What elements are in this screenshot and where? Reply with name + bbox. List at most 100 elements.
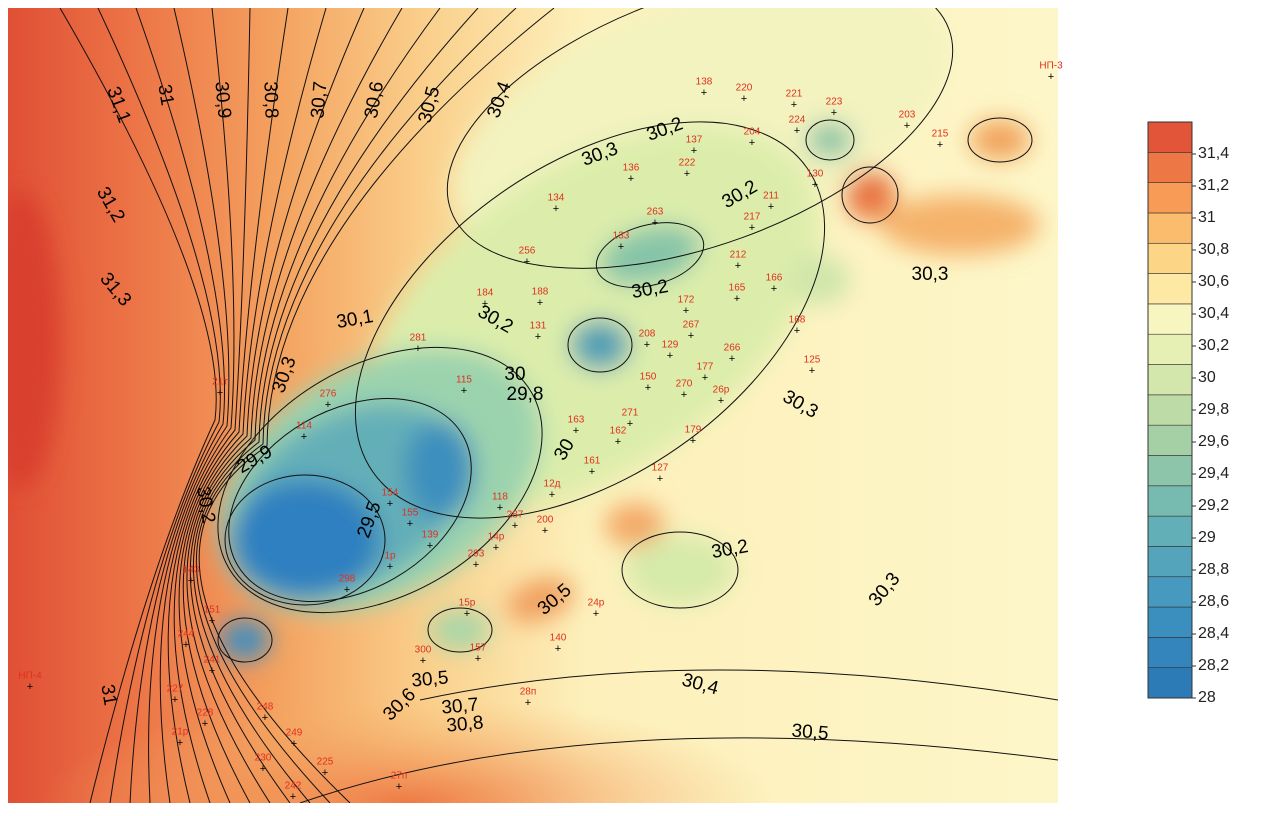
colorbar-label: 29,2 bbox=[1198, 497, 1229, 514]
well-marker: + bbox=[177, 737, 183, 749]
well-marker: + bbox=[415, 343, 421, 355]
well-marker: + bbox=[325, 399, 331, 411]
colorbar-band bbox=[1148, 668, 1192, 698]
well-marker: + bbox=[427, 540, 433, 552]
well-marker: + bbox=[549, 489, 555, 501]
well-marker: + bbox=[524, 256, 530, 268]
well-marker: + bbox=[734, 293, 740, 305]
contour-label: 30,9 bbox=[210, 81, 234, 120]
colorbar-label: 30 bbox=[1198, 369, 1216, 386]
colorbar-label: 30,6 bbox=[1198, 273, 1229, 290]
colorbar-band bbox=[1148, 607, 1192, 637]
well-marker: + bbox=[645, 382, 651, 394]
colorbar-label: 29,8 bbox=[1198, 401, 1229, 418]
color-zone bbox=[405, 420, 475, 520]
well-marker: + bbox=[794, 125, 800, 137]
well-marker: + bbox=[473, 559, 479, 571]
well-marker: + bbox=[461, 385, 467, 397]
colorbar-band bbox=[1148, 183, 1192, 213]
well-marker: + bbox=[644, 339, 650, 351]
well-marker: + bbox=[771, 283, 777, 295]
well-marker: + bbox=[809, 365, 815, 377]
colorbar-label: 28,2 bbox=[1198, 657, 1229, 674]
color-zone bbox=[808, 122, 852, 158]
color-zone bbox=[970, 120, 1030, 160]
colorbar-band bbox=[1148, 637, 1192, 667]
contour-label: 31 bbox=[153, 83, 177, 107]
well-marker: + bbox=[387, 561, 393, 573]
colorbar-band bbox=[1148, 152, 1192, 182]
well-marker: + bbox=[202, 718, 208, 730]
well-marker: + bbox=[702, 372, 708, 384]
colorbar-band bbox=[1148, 425, 1192, 455]
well-marker: + bbox=[1048, 71, 1054, 83]
colorbar-band bbox=[1148, 243, 1192, 273]
colorbar-band bbox=[1148, 213, 1192, 243]
contour-label: 30,5 bbox=[791, 720, 830, 744]
well-marker: + bbox=[464, 608, 470, 620]
well-marker: + bbox=[512, 520, 518, 532]
well-marker: + bbox=[482, 298, 488, 310]
well-marker: + bbox=[589, 466, 595, 478]
well-marker: + bbox=[718, 395, 724, 407]
well-marker: + bbox=[690, 435, 696, 447]
contour-map: 31,13130,930,830,730,630,530,431,231,330… bbox=[0, 0, 1264, 811]
well-marker: + bbox=[535, 331, 541, 343]
well-marker: + bbox=[749, 137, 755, 149]
colorbar-label: 31,4 bbox=[1198, 145, 1229, 162]
well-marker: + bbox=[290, 791, 296, 803]
well-marker: + bbox=[652, 217, 658, 229]
well-marker: + bbox=[812, 179, 818, 191]
color-zone bbox=[880, 195, 1040, 255]
well-marker: + bbox=[741, 93, 747, 105]
colorbar-band bbox=[1148, 365, 1192, 395]
colorbar-label: 30,4 bbox=[1198, 305, 1229, 322]
well-marker: + bbox=[573, 425, 579, 437]
well-marker: + bbox=[667, 350, 673, 362]
colorbar-band bbox=[1148, 395, 1192, 425]
colorbar-band bbox=[1148, 455, 1192, 485]
well-marker: + bbox=[553, 203, 559, 215]
colorbar-label: 29,6 bbox=[1198, 433, 1229, 450]
well-marker: + bbox=[691, 145, 697, 157]
well-marker: + bbox=[537, 297, 543, 309]
colorbar-label: 28,8 bbox=[1198, 561, 1229, 578]
well-marker: + bbox=[420, 655, 426, 667]
well-marker: + bbox=[684, 168, 690, 180]
contour-label: 30 bbox=[504, 364, 525, 385]
contour-label: 30,5 bbox=[411, 667, 450, 691]
well-marker: + bbox=[542, 525, 548, 537]
contour-label: 30,3 bbox=[912, 264, 949, 285]
well-marker: + bbox=[322, 767, 328, 779]
well-marker: + bbox=[183, 639, 189, 651]
well-marker: + bbox=[628, 173, 634, 185]
contour-label: 30,8 bbox=[446, 712, 485, 736]
well-marker: + bbox=[497, 502, 503, 514]
colorbar-label: 29,4 bbox=[1198, 465, 1229, 482]
colorbar-band bbox=[1148, 122, 1192, 152]
colorbar-label: 28 bbox=[1198, 689, 1216, 706]
well-marker: + bbox=[387, 498, 393, 510]
colorbar-band bbox=[1148, 546, 1192, 576]
well-marker: + bbox=[555, 643, 561, 655]
well-marker: + bbox=[262, 712, 268, 724]
colorbar-label: 28,4 bbox=[1198, 625, 1229, 642]
well-marker: + bbox=[701, 87, 707, 99]
colorbar-label: 29 bbox=[1198, 529, 1216, 546]
well-marker: + bbox=[681, 389, 687, 401]
well-marker: + bbox=[683, 305, 689, 317]
well-marker: + bbox=[904, 120, 910, 132]
well-marker: + bbox=[209, 665, 215, 677]
well-marker: + bbox=[657, 473, 663, 485]
color-zone bbox=[230, 480, 380, 600]
colorbar-label: 31 bbox=[1198, 209, 1216, 226]
colorbar-label: 30,2 bbox=[1198, 337, 1229, 354]
well-marker: + bbox=[735, 260, 741, 272]
colorbar-label: 31,2 bbox=[1198, 177, 1229, 194]
well-marker: + bbox=[768, 201, 774, 213]
well-marker: + bbox=[618, 241, 624, 253]
colorbar-label: 30,8 bbox=[1198, 241, 1229, 258]
color-zone bbox=[570, 320, 630, 370]
well-marker: + bbox=[172, 694, 178, 706]
well-marker: + bbox=[688, 330, 694, 342]
